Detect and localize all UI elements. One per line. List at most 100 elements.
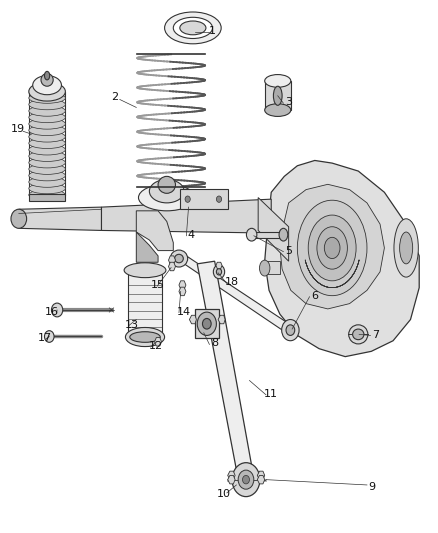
Ellipse shape bbox=[29, 144, 65, 155]
Text: 18: 18 bbox=[225, 277, 239, 287]
Ellipse shape bbox=[29, 138, 65, 149]
Ellipse shape bbox=[11, 209, 27, 228]
Text: 6: 6 bbox=[311, 290, 318, 301]
Ellipse shape bbox=[29, 157, 65, 168]
Text: 1: 1 bbox=[209, 26, 216, 36]
Text: 13: 13 bbox=[125, 320, 139, 330]
Ellipse shape bbox=[216, 196, 222, 203]
Text: 11: 11 bbox=[264, 389, 278, 399]
Polygon shape bbox=[179, 287, 186, 296]
Polygon shape bbox=[155, 337, 162, 346]
Polygon shape bbox=[102, 199, 271, 233]
Text: 2: 2 bbox=[111, 92, 118, 102]
Ellipse shape bbox=[29, 177, 65, 187]
Polygon shape bbox=[257, 471, 265, 480]
Ellipse shape bbox=[29, 125, 65, 135]
Polygon shape bbox=[127, 274, 162, 333]
Ellipse shape bbox=[165, 12, 221, 44]
Ellipse shape bbox=[353, 329, 364, 340]
Ellipse shape bbox=[273, 86, 282, 106]
Ellipse shape bbox=[265, 104, 291, 116]
Text: 7: 7 bbox=[372, 330, 379, 341]
Ellipse shape bbox=[259, 260, 270, 276]
Text: 19: 19 bbox=[11, 124, 25, 134]
Ellipse shape bbox=[349, 325, 368, 344]
Polygon shape bbox=[218, 316, 225, 324]
Ellipse shape bbox=[130, 332, 160, 342]
Polygon shape bbox=[19, 207, 102, 230]
Text: 14: 14 bbox=[177, 306, 191, 317]
Ellipse shape bbox=[138, 184, 195, 211]
Bar bbox=[180, 189, 228, 209]
Text: 3: 3 bbox=[285, 97, 292, 107]
Bar bbox=[265, 81, 291, 110]
Ellipse shape bbox=[180, 21, 206, 35]
Ellipse shape bbox=[297, 200, 367, 296]
Polygon shape bbox=[136, 211, 173, 251]
Ellipse shape bbox=[202, 318, 211, 329]
Bar bbox=[29, 194, 65, 201]
Bar bbox=[252, 231, 284, 238]
Ellipse shape bbox=[29, 118, 65, 129]
Polygon shape bbox=[265, 160, 419, 357]
Ellipse shape bbox=[216, 269, 222, 275]
Ellipse shape bbox=[197, 312, 216, 335]
Polygon shape bbox=[169, 262, 176, 271]
Ellipse shape bbox=[247, 228, 257, 241]
Ellipse shape bbox=[308, 215, 356, 281]
Ellipse shape bbox=[29, 183, 65, 194]
Text: 4: 4 bbox=[187, 230, 194, 240]
Polygon shape bbox=[179, 281, 186, 289]
Ellipse shape bbox=[149, 180, 184, 203]
Text: 9: 9 bbox=[368, 481, 375, 491]
Text: 10: 10 bbox=[216, 489, 230, 499]
Polygon shape bbox=[173, 256, 292, 334]
Ellipse shape bbox=[175, 254, 184, 263]
Polygon shape bbox=[216, 262, 222, 269]
Ellipse shape bbox=[29, 99, 65, 110]
Ellipse shape bbox=[41, 74, 53, 86]
Text: 16: 16 bbox=[44, 306, 58, 317]
Ellipse shape bbox=[279, 228, 288, 241]
Polygon shape bbox=[265, 261, 280, 274]
Ellipse shape bbox=[324, 237, 340, 259]
Ellipse shape bbox=[173, 17, 212, 38]
Text: 17: 17 bbox=[38, 333, 52, 343]
Bar bbox=[195, 309, 219, 338]
Ellipse shape bbox=[29, 190, 65, 200]
Polygon shape bbox=[258, 198, 289, 261]
Polygon shape bbox=[197, 261, 254, 481]
Polygon shape bbox=[228, 471, 235, 480]
Ellipse shape bbox=[232, 463, 260, 497]
Polygon shape bbox=[257, 475, 265, 484]
Text: 5: 5 bbox=[285, 246, 292, 256]
Ellipse shape bbox=[213, 265, 225, 279]
Ellipse shape bbox=[185, 196, 190, 203]
Ellipse shape bbox=[170, 250, 187, 267]
Ellipse shape bbox=[394, 219, 418, 277]
Ellipse shape bbox=[51, 303, 63, 317]
Ellipse shape bbox=[29, 151, 65, 161]
Ellipse shape bbox=[45, 71, 49, 80]
Ellipse shape bbox=[125, 327, 165, 346]
Ellipse shape bbox=[29, 164, 65, 174]
Ellipse shape bbox=[243, 475, 250, 484]
Ellipse shape bbox=[29, 170, 65, 181]
Ellipse shape bbox=[158, 176, 176, 193]
Polygon shape bbox=[189, 316, 196, 324]
Ellipse shape bbox=[29, 93, 65, 103]
Ellipse shape bbox=[265, 75, 291, 87]
Polygon shape bbox=[169, 256, 176, 264]
Ellipse shape bbox=[282, 319, 299, 341]
Polygon shape bbox=[228, 475, 235, 484]
Text: 12: 12 bbox=[149, 341, 163, 351]
Ellipse shape bbox=[124, 263, 166, 278]
Ellipse shape bbox=[29, 82, 65, 101]
Ellipse shape bbox=[399, 232, 413, 264]
Polygon shape bbox=[136, 232, 158, 262]
Ellipse shape bbox=[45, 330, 54, 342]
Text: 15: 15 bbox=[151, 280, 165, 290]
Ellipse shape bbox=[29, 112, 65, 123]
Text: 8: 8 bbox=[211, 338, 218, 349]
Ellipse shape bbox=[286, 325, 295, 335]
